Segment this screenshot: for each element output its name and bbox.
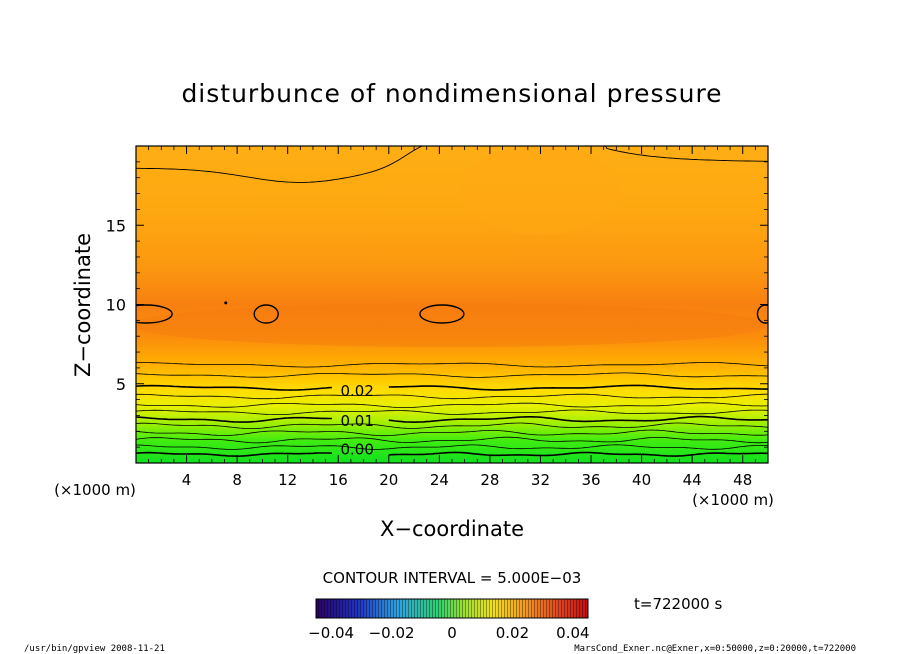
- x-tick-label: 24: [430, 471, 449, 489]
- contour-line: [136, 451, 768, 458]
- colorbar-frame: [315, 598, 589, 619]
- y-tick-label: 5: [116, 375, 126, 394]
- x-tick-label: 32: [531, 471, 550, 489]
- colorbar-tick-label: 0.04: [556, 624, 589, 642]
- field-core-band: [136, 303, 768, 347]
- closed-contour: [419, 304, 465, 324]
- contour-label: 0.01: [340, 412, 373, 430]
- colorbar-tick-label: −0.02: [369, 624, 415, 642]
- colorbar-hatching: [316, 599, 588, 618]
- contour-line: [136, 384, 768, 391]
- x-tick-label: 28: [480, 471, 499, 489]
- closed-contour-dot: [224, 301, 228, 305]
- x-axis-label: X−coordinate: [380, 517, 524, 541]
- x-tick-label: 44: [683, 471, 702, 489]
- y-axis-ticks: 5 10 15: [106, 161, 768, 448]
- contour-label: 0.02: [340, 382, 373, 400]
- colorbar-tick-label: 0.02: [496, 624, 529, 642]
- x-units-left: (×1000 m): [54, 481, 136, 499]
- contour-interval-label: CONTOUR INTERVAL = 5.000E−03: [323, 569, 582, 587]
- x-tick-label: 12: [278, 471, 297, 489]
- plot-area: [136, 146, 768, 463]
- field-fill: [136, 146, 768, 463]
- x-tick-label: 4: [182, 471, 192, 489]
- colorbar: −0.04 −0.02 0 0.02 0.04: [308, 598, 590, 642]
- contour-labels: 0.02 0.01 0.00: [340, 382, 373, 459]
- y-tick-label: 15: [106, 216, 126, 235]
- footer-left: /usr/bin/gpview 2008-11-21: [24, 644, 165, 654]
- contour-line: [136, 415, 768, 424]
- y-tick-label: 10: [106, 296, 126, 315]
- contour-line-upper: [136, 146, 768, 183]
- x-tick-label: 48: [733, 471, 752, 489]
- closed-contour: [136, 304, 173, 324]
- closed-contour: [756, 304, 768, 324]
- closed-contour: [253, 304, 279, 324]
- time-label: t=722000 s: [634, 595, 722, 613]
- x-tick-label: 20: [379, 471, 398, 489]
- contour-line: [136, 362, 768, 368]
- y-axis-label: Z−coordinate: [71, 233, 95, 377]
- chart-title: disturbunce of nondimensional pressure: [181, 79, 722, 108]
- colorbar-tick-label: 0: [447, 624, 457, 642]
- colorbar-tick-label: −0.04: [308, 624, 354, 642]
- x-units-right: (×1000 m): [692, 491, 774, 509]
- contour-line: [136, 429, 768, 437]
- contour-lines: [136, 146, 768, 458]
- colorbar-tick-labels: −0.04 −0.02 0 0.02 0.04: [308, 624, 589, 642]
- contour-line: [136, 422, 768, 429]
- contour-line: [136, 402, 768, 408]
- contour-label: 0.00: [340, 441, 373, 459]
- x-tick-label: 16: [329, 471, 348, 489]
- x-axis-ticks: 4 8 12 16 20 24 28 32 36 40 44 48: [148, 146, 756, 489]
- x-tick-label: 8: [232, 471, 242, 489]
- x-tick-label: 36: [581, 471, 600, 489]
- footer-right: MarsCond_Exner.nc@Exner,x=0:50000,z=0:20…: [574, 644, 856, 654]
- contour-line: [136, 372, 768, 378]
- field-bump-upper: [460, 146, 620, 235]
- contour-line: [136, 409, 768, 415]
- x-tick-label: 40: [632, 471, 651, 489]
- contour-line: [136, 444, 768, 450]
- contour-line: [136, 436, 768, 444]
- contour-line: [136, 393, 768, 400]
